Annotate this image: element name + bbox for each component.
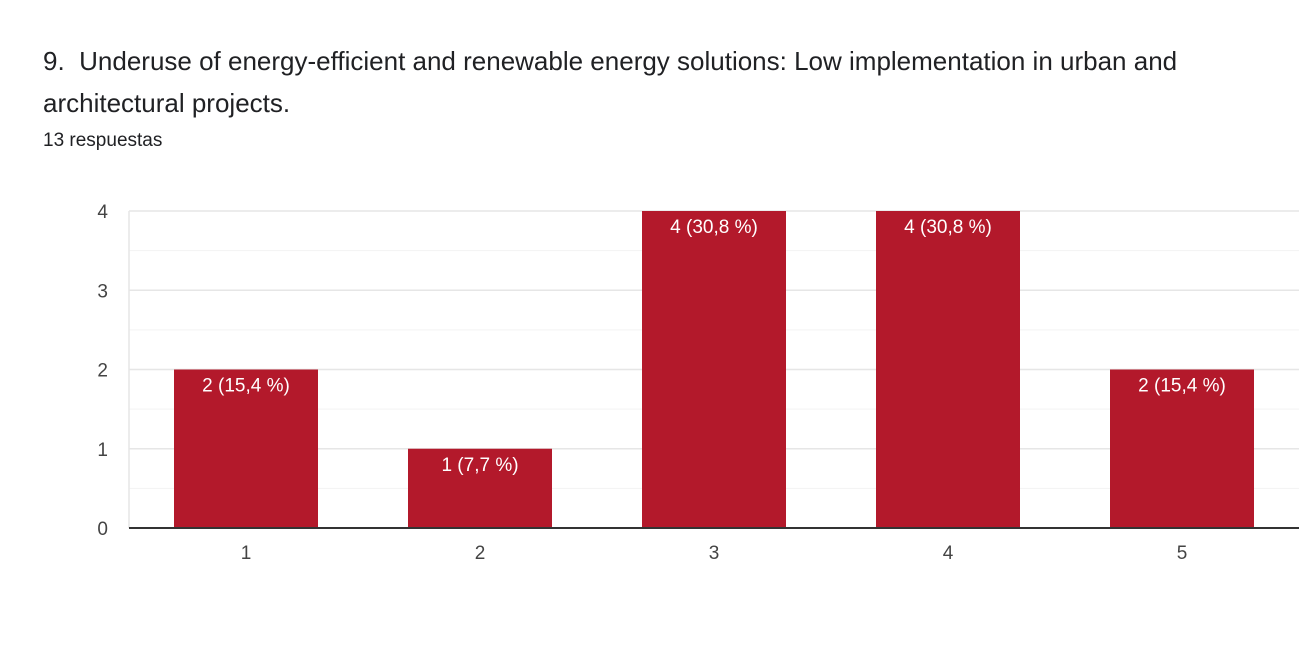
bar-value-label: 1 (7,7 %) xyxy=(441,455,518,476)
bar xyxy=(408,448,552,528)
x-tick-label: 2 xyxy=(475,543,486,564)
bar-value-label: 4 (30,8 %) xyxy=(904,217,992,238)
bar xyxy=(174,369,318,528)
y-tick-label: 0 xyxy=(97,519,108,540)
bar-value-label: 4 (30,8 %) xyxy=(670,217,758,238)
bar xyxy=(642,211,786,528)
response-count: 13 respuestas xyxy=(43,130,163,151)
x-tick-label: 1 xyxy=(241,543,252,564)
x-tick-label: 3 xyxy=(709,543,720,564)
question-title: 9. Underuse of energy-efficient and rene… xyxy=(43,46,1178,118)
bars: 2 (15,4 %) 1 (7,7 %) 4 (30,8 %) 4 (30,8 %) 2… xyxy=(174,211,1254,528)
bar xyxy=(876,211,1020,528)
y-tick-label: 1 xyxy=(97,440,108,461)
y-tick-label: 4 xyxy=(97,202,108,223)
x-tick-label: 4 xyxy=(943,543,954,564)
bar-value-label: 2 (15,4 %) xyxy=(202,376,290,397)
bar-value-label: 2 (15,4 %) xyxy=(1138,376,1226,397)
bar xyxy=(1110,369,1254,528)
axes: 0 1 2 3 4 1 2 3 4 5 xyxy=(97,202,1299,564)
x-tick-label: 5 xyxy=(1177,543,1188,564)
y-tick-label: 3 xyxy=(97,281,108,302)
y-tick-label: 2 xyxy=(97,361,108,382)
